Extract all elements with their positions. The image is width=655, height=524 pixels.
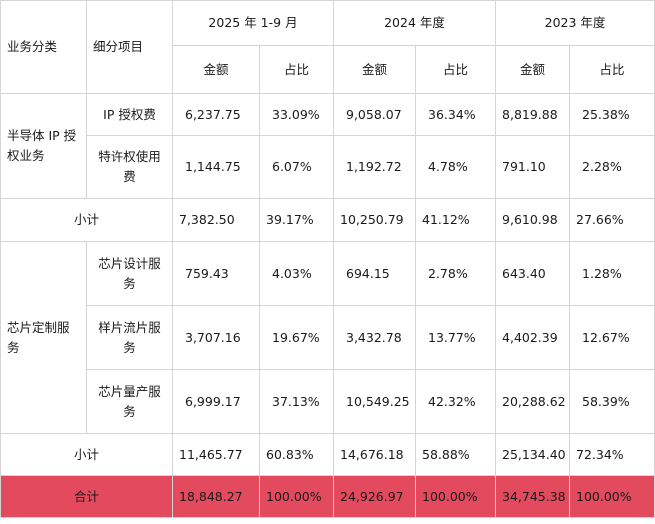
row-item: IP 授权费 xyxy=(86,93,173,136)
cell-value: 33.09% xyxy=(259,93,334,136)
table-row: 芯片定制服务 芯片设计服务 759.43 4.03% 694.15 2.78% … xyxy=(0,241,655,434)
cell-value: 27.66% xyxy=(569,198,655,242)
cell-value: 58.39% xyxy=(569,369,655,434)
cell-value: 2.28% xyxy=(569,135,655,199)
header-amount: 金额 xyxy=(172,45,260,94)
cell-value: 4.03% xyxy=(259,241,334,306)
header-category: 业务分类 xyxy=(0,0,87,94)
header-period-2023: 2023 年度 xyxy=(495,0,655,46)
cell-value: 759.43 xyxy=(172,241,260,306)
subtotal-row: 小计 7,382.50 39.17% 10,250.79 41.12% 9,61… xyxy=(0,198,655,242)
table-row: 芯片量产服务 6,999.17 37.13% 10,549.25 42.32% … xyxy=(1,369,655,434)
cell-value: 1.28% xyxy=(569,241,655,306)
subtotal-label: 小计 xyxy=(0,198,173,242)
table-row: 样片流片服务 3,707.16 19.67% 3,432.78 13.77% 4… xyxy=(1,305,655,370)
cell-value: 18,848.27 xyxy=(172,475,260,518)
cell-value: 3,707.16 xyxy=(172,305,260,370)
header-ratio: 占比 xyxy=(414,45,497,94)
cell-value: 694.15 xyxy=(333,241,416,306)
header-ratio: 占比 xyxy=(259,45,334,94)
cell-value: 24,926.97 xyxy=(333,475,416,518)
cell-value: 13.77% xyxy=(414,305,497,370)
subtotal-label: 小计 xyxy=(0,433,173,476)
cell-value: 11,465.77 xyxy=(172,433,260,476)
total-label: 合计 xyxy=(0,475,173,518)
header-subitem: 细分项目 xyxy=(86,0,173,94)
cell-value: 6.07% xyxy=(259,135,334,199)
cell-value: 25.38% xyxy=(569,93,655,136)
cell-value: 10,250.79 xyxy=(333,198,416,242)
cell-value: 10,549.25 xyxy=(333,369,416,434)
table-row: 半导体 IP 授权业务 IP 授权费 6,237.75 33.09% 9,058… xyxy=(0,93,655,199)
header-period-2025: 2025 年 1-9 月 xyxy=(172,0,334,46)
cell-value: 100.00% xyxy=(569,475,655,518)
cell-value: 100.00% xyxy=(414,475,497,518)
subtotal-row: 小计 11,465.77 60.83% 14,676.18 58.88% 25,… xyxy=(0,433,655,476)
cell-value: 72.34% xyxy=(569,433,655,476)
cell-value: 37.13% xyxy=(259,369,334,434)
cell-value: 25,134.40 xyxy=(495,433,571,476)
cell-value: 6,999.17 xyxy=(172,369,260,434)
table-row: 特许权使用费 1,144.75 6.07% 1,192.72 4.78% 791… xyxy=(1,135,655,199)
cell-value: 20,288.62 xyxy=(495,369,571,434)
cell-value: 42.32% xyxy=(414,369,497,434)
header-amount: 金额 xyxy=(333,45,416,94)
group-category: 芯片定制服务 xyxy=(0,241,87,434)
cell-value: 9,610.98 xyxy=(495,198,571,242)
cell-value: 1,192.72 xyxy=(333,135,416,199)
cell-value: 8,819.88 xyxy=(495,93,571,136)
row-item: 芯片量产服务 xyxy=(86,369,173,434)
cell-value: 14,676.18 xyxy=(333,433,416,476)
cell-value: 36.34% xyxy=(414,93,497,136)
group-category: 半导体 IP 授权业务 xyxy=(0,93,87,199)
row-item: 芯片设计服务 xyxy=(86,241,173,306)
cell-value: 3,432.78 xyxy=(333,305,416,370)
cell-value: 41.12% xyxy=(414,198,497,242)
header-period-2024: 2024 年度 xyxy=(332,0,497,46)
cell-value: 60.83% xyxy=(259,433,334,476)
cell-value: 791.10 xyxy=(495,135,571,199)
header-row-measures: 金额 占比 金额 占比 金额 占比 xyxy=(1,45,655,94)
cell-value: 2.78% xyxy=(414,241,497,306)
row-item: 特许权使用费 xyxy=(86,135,173,199)
header-amount: 金额 xyxy=(495,45,571,94)
cell-value: 19.67% xyxy=(259,305,334,370)
header-row-periods: 业务分类 细分项目 2025 年 1-9 月 2024 年度 2023 年度 xyxy=(0,0,655,94)
cell-value: 100.00% xyxy=(259,475,334,518)
cell-value: 34,745.38 xyxy=(495,475,571,518)
cell-value: 4,402.39 xyxy=(495,305,571,370)
cell-value: 12.67% xyxy=(569,305,655,370)
cell-value: 39.17% xyxy=(259,198,334,242)
cell-value: 9,058.07 xyxy=(333,93,416,136)
row-item: 样片流片服务 xyxy=(86,305,173,370)
cell-value: 1,144.75 xyxy=(172,135,260,199)
cell-value: 58.88% xyxy=(414,433,497,476)
total-row: 合计 18,848.27 100.00% 24,926.97 100.00% 3… xyxy=(0,475,655,518)
cell-value: 643.40 xyxy=(495,241,571,306)
cell-value: 6,237.75 xyxy=(172,93,260,136)
cell-value: 7,382.50 xyxy=(172,198,260,242)
cell-value: 4.78% xyxy=(414,135,497,199)
header-ratio: 占比 xyxy=(569,45,655,94)
